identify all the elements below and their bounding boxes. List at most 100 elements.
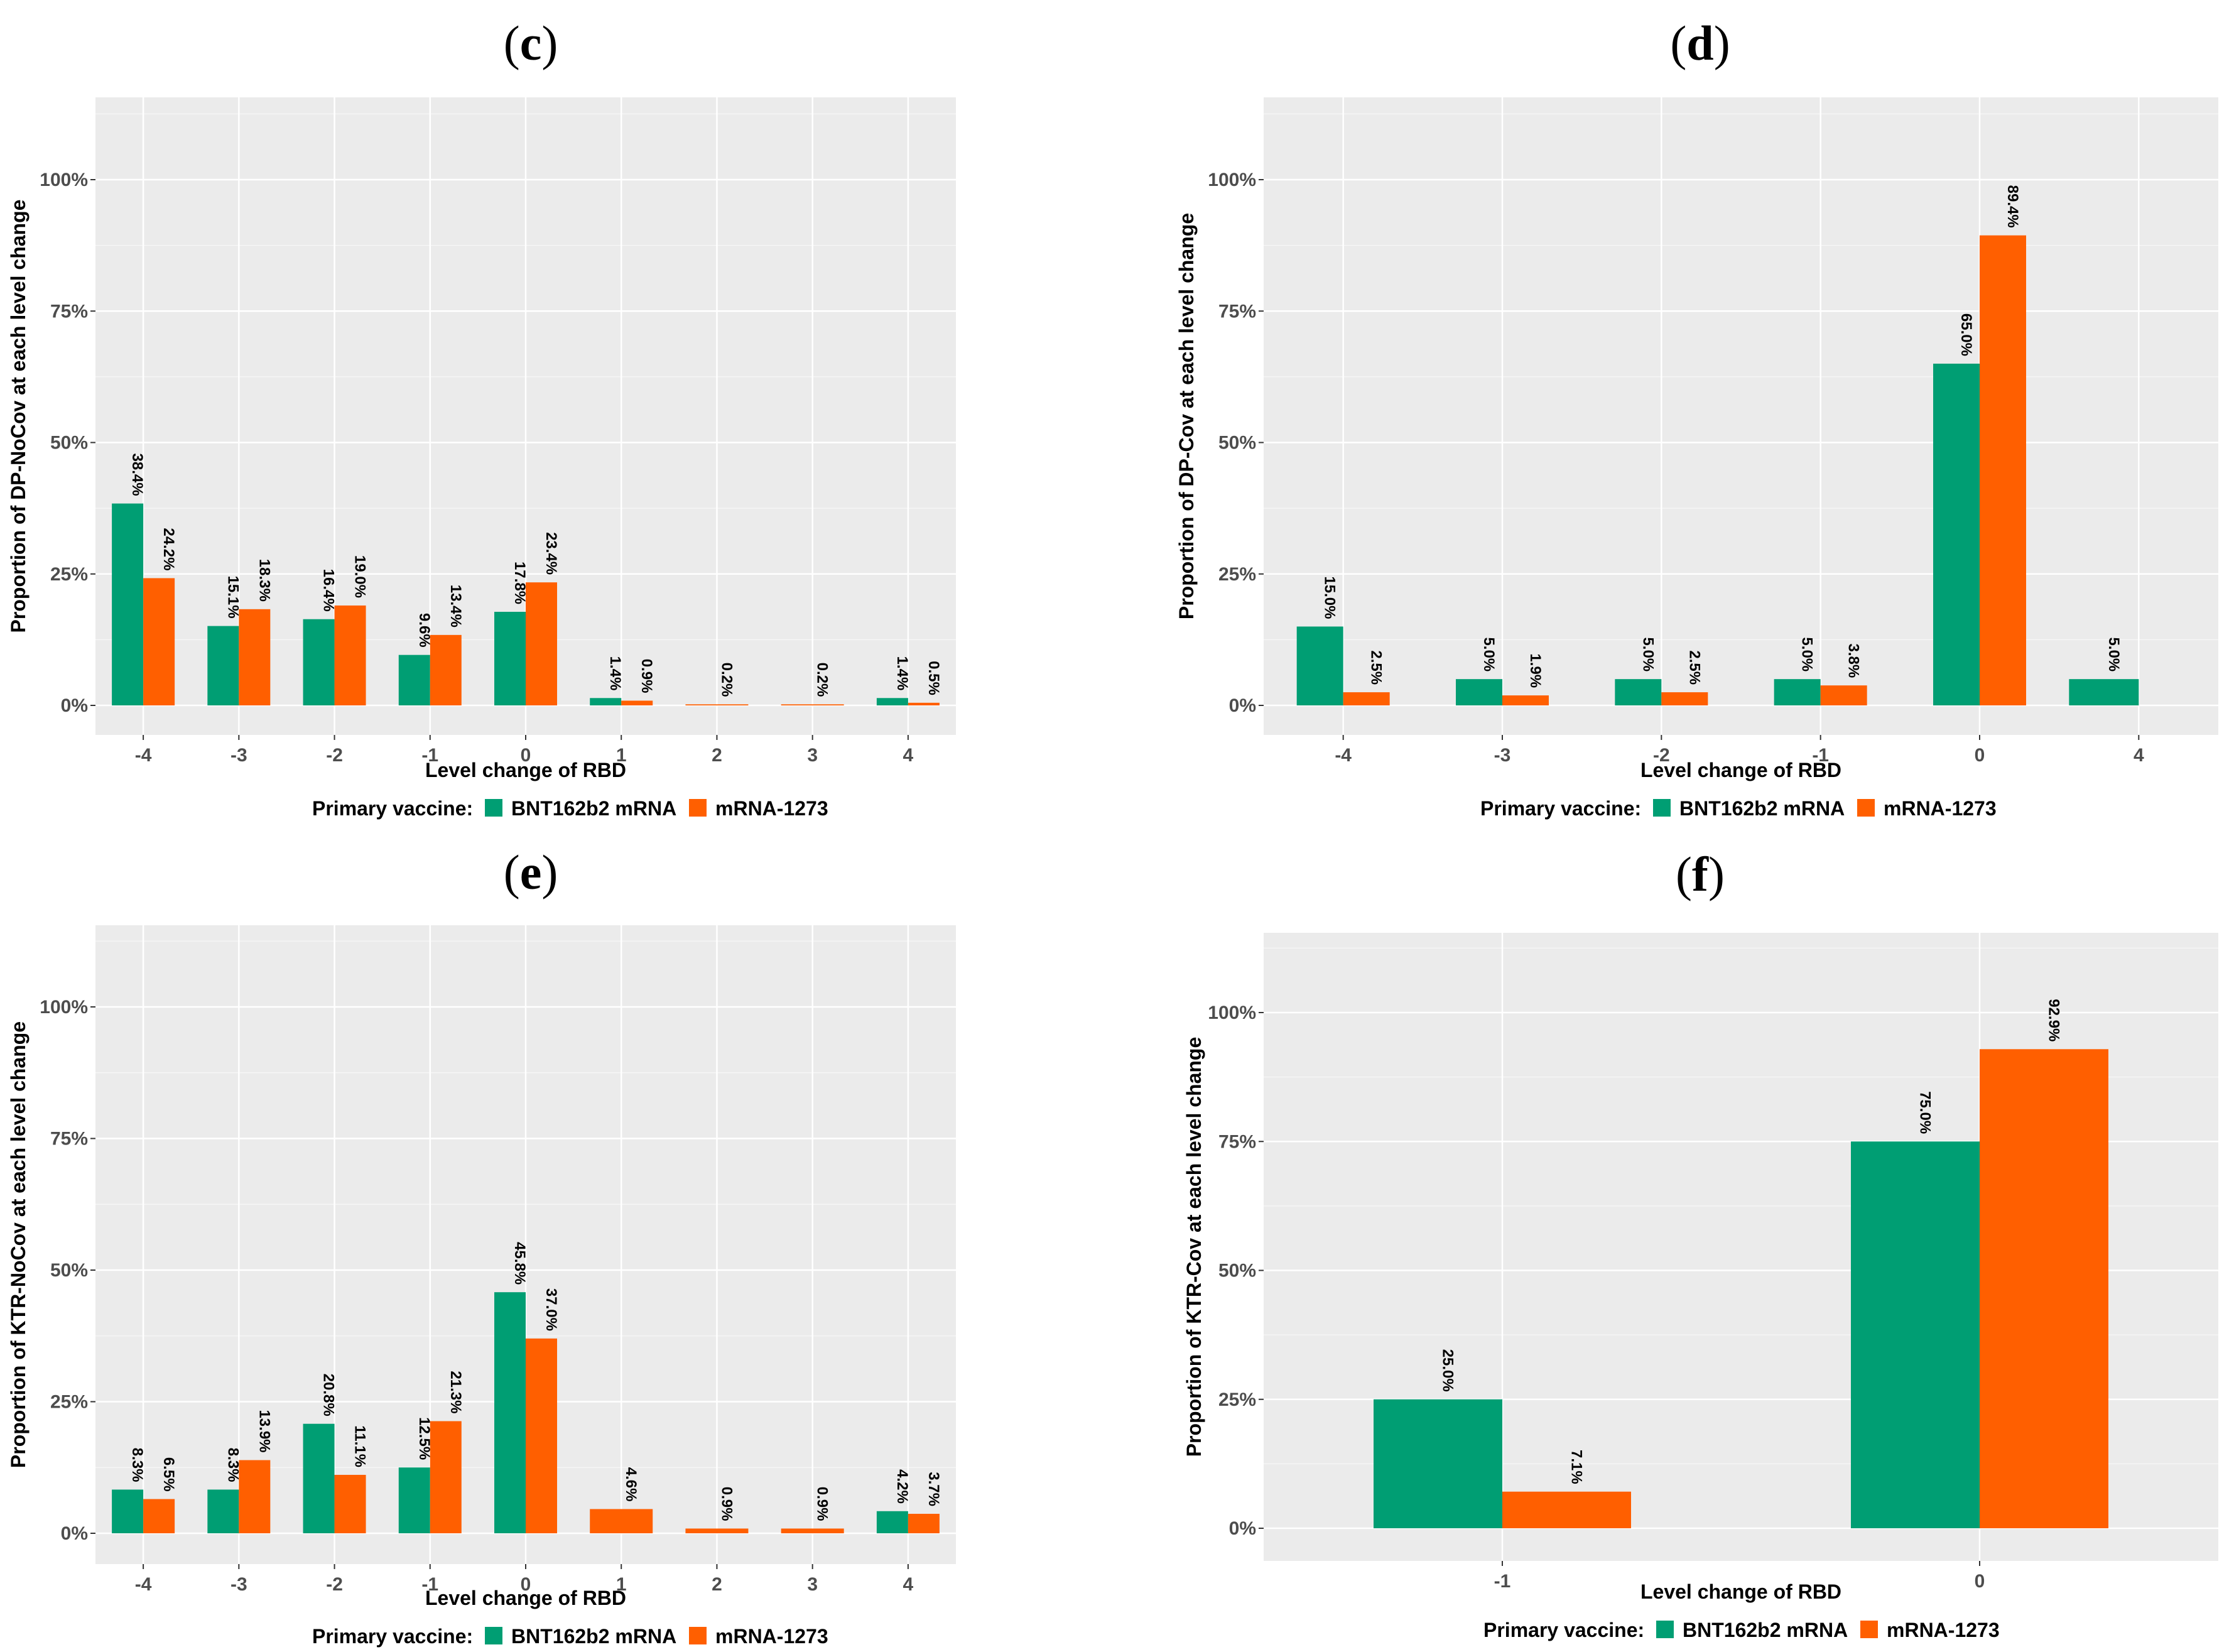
y-tick-label: 100%	[1208, 170, 1256, 190]
title-paren-close: )	[541, 845, 558, 899]
bar-bnt162b2	[303, 1423, 335, 1533]
panel-title: (e)	[504, 845, 558, 899]
x-tick-label: -1	[1494, 1571, 1511, 1592]
bar-mrna1273	[1502, 1491, 1631, 1528]
bar-bnt162b2-label: 5.0%	[1799, 637, 1816, 671]
bar-mrna1273	[430, 1421, 462, 1533]
y-tick-label: 25%	[1218, 1389, 1256, 1410]
bar-bnt162b2	[112, 503, 144, 705]
bar-bnt162b2	[1374, 1399, 1502, 1528]
bar-mrna1273-label: 0.5%	[925, 661, 942, 695]
x-tick-label: 3	[807, 1574, 818, 1595]
bar-mrna1273	[781, 704, 844, 705]
title-letter: e	[520, 845, 542, 899]
bar-mrna1273-label: 89.4%	[2004, 185, 2021, 228]
x-tick-label: 3	[807, 745, 818, 766]
panel-title: (c)	[504, 16, 558, 70]
bar-bnt162b2	[876, 698, 908, 705]
bar-bnt162b2-label: 8.3%	[129, 1448, 146, 1482]
legend-title: Primary vaccine:	[1483, 1619, 1644, 1641]
bar-mrna1273	[685, 704, 749, 705]
bar-bnt162b2-label: 5.0%	[1639, 637, 1656, 671]
title-paren-open: (	[504, 16, 520, 70]
panel-title: (f)	[1676, 847, 1725, 901]
y-tick-label: 100%	[40, 170, 88, 190]
bar-mrna1273-label: 0.2%	[814, 663, 831, 697]
bar-mrna1273	[1980, 1049, 2108, 1528]
title-paren-open: (	[504, 845, 520, 899]
bar-mrna1273-label: 24.2%	[160, 528, 177, 570]
bar-mrna1273	[526, 1338, 557, 1533]
chart-panel-e: (e) 0% 25% 50% 75% 100% -4 -3 -2 -1 0 1 2 3 4 8.3% 6.5% 8…	[7, 845, 956, 1648]
x-tick-label: 0	[1975, 745, 1985, 766]
y-tick-label: 50%	[1218, 433, 1256, 454]
bar-bnt162b2	[207, 626, 239, 705]
legend-title: Primary vaccine:	[1480, 797, 1641, 820]
title-letter: c	[520, 16, 542, 70]
bar-bnt162b2-label: 65.0%	[1958, 313, 1975, 356]
legend-title: Primary vaccine:	[312, 797, 473, 820]
legend-swatch-bnt162b2	[1653, 799, 1671, 817]
bar-bnt162b2-label: 12.5%	[416, 1417, 433, 1460]
x-tick-label: -2	[1653, 745, 1670, 766]
bar-mrna1273-label: 0.9%	[638, 659, 655, 693]
bar-mrna1273	[685, 1528, 749, 1533]
x-axis-label: Level change of RBD	[1640, 1580, 1841, 1603]
y-axis-label: Proportion of DP-NoCov at each level cha…	[7, 200, 30, 633]
bar-mrna1273	[526, 582, 557, 705]
bar-mrna1273-label: 13.4%	[447, 585, 464, 628]
legend-swatch-mrna1273	[1857, 799, 1875, 817]
title-paren-close: )	[1708, 847, 1725, 901]
x-axis-label: Level change of RBD	[425, 759, 626, 781]
y-tick-label: 75%	[1218, 301, 1256, 322]
bar-bnt162b2	[398, 655, 430, 705]
bar-mrna1273-label: 21.3%	[447, 1371, 464, 1413]
bar-mrna1273	[621, 700, 653, 705]
bar-bnt162b2-label: 17.8%	[511, 562, 528, 604]
x-tick-label: -1	[421, 1574, 438, 1595]
bar-bnt162b2-label: 25.0%	[1440, 1349, 1456, 1392]
x-tick-label: -4	[135, 745, 152, 766]
y-tick-label: 50%	[1218, 1261, 1256, 1281]
chart-panel-c: (c) 0% 25% 50% 75% 100% -4 -3 -2 -1 0 1 2 3 4 38.4% 24.2…	[7, 16, 956, 820]
bar-bnt162b2	[1456, 679, 1502, 705]
legend-swatch-bnt162b2	[1656, 1621, 1674, 1638]
x-tick-label: 1	[616, 1574, 627, 1595]
x-tick-label: -2	[326, 745, 343, 766]
chart-panel-f: (f) 0% 25% 50% 75% 100% -1 0 25.0% 7.1% 75.0% 92.9%…	[1183, 847, 2218, 1641]
bar-bnt162b2	[1615, 679, 1662, 705]
bar-bnt162b2	[207, 1489, 239, 1533]
bar-mrna1273	[590, 1509, 653, 1533]
legend-label-mrna1273: mRNA-1273	[1887, 1619, 2000, 1641]
bar-mrna1273	[334, 1474, 366, 1533]
legend-label-mrna1273: mRNA-1273	[715, 1625, 828, 1648]
bar-bnt162b2	[112, 1489, 144, 1533]
bar-mrna1273-label: 6.5%	[160, 1457, 177, 1492]
bar-bnt162b2	[2069, 679, 2139, 705]
x-tick-label: 4	[2134, 745, 2144, 766]
title-paren-open: (	[1676, 847, 1692, 901]
bar-mrna1273	[143, 1499, 175, 1533]
bar-bnt162b2	[1296, 626, 1343, 705]
bar-mrna1273	[781, 1528, 844, 1533]
chart-panel-d: (d) 0% 25% 50% 75% 100% -4 -3 -2 -1 0 4 15.0% 2.5% 5.0…	[1175, 16, 2218, 820]
bar-mrna1273	[1502, 695, 1549, 705]
bar-mrna1273	[908, 702, 940, 705]
x-axis-label: Level change of RBD	[425, 1587, 626, 1609]
panel-title: (d)	[1670, 16, 1730, 70]
x-tick-label: -2	[326, 1574, 343, 1595]
title-letter: f	[1692, 847, 1709, 901]
bar-mrna1273-label: 3.8%	[1845, 643, 1862, 678]
bar-bnt162b2-label: 75.0%	[1917, 1091, 1934, 1134]
legend-title: Primary vaccine:	[312, 1625, 473, 1648]
y-tick-label: 0%	[1229, 695, 1256, 716]
bar-bnt162b2	[590, 698, 622, 705]
y-tick-label: 75%	[1218, 1131, 1256, 1152]
bar-mrna1273-label: 23.4%	[543, 532, 560, 575]
bar-bnt162b2	[398, 1467, 430, 1533]
bar-mrna1273	[1820, 685, 1867, 705]
bar-bnt162b2	[303, 619, 335, 705]
y-tick-label: 25%	[50, 1392, 88, 1413]
x-tick-label: -1	[421, 745, 438, 766]
